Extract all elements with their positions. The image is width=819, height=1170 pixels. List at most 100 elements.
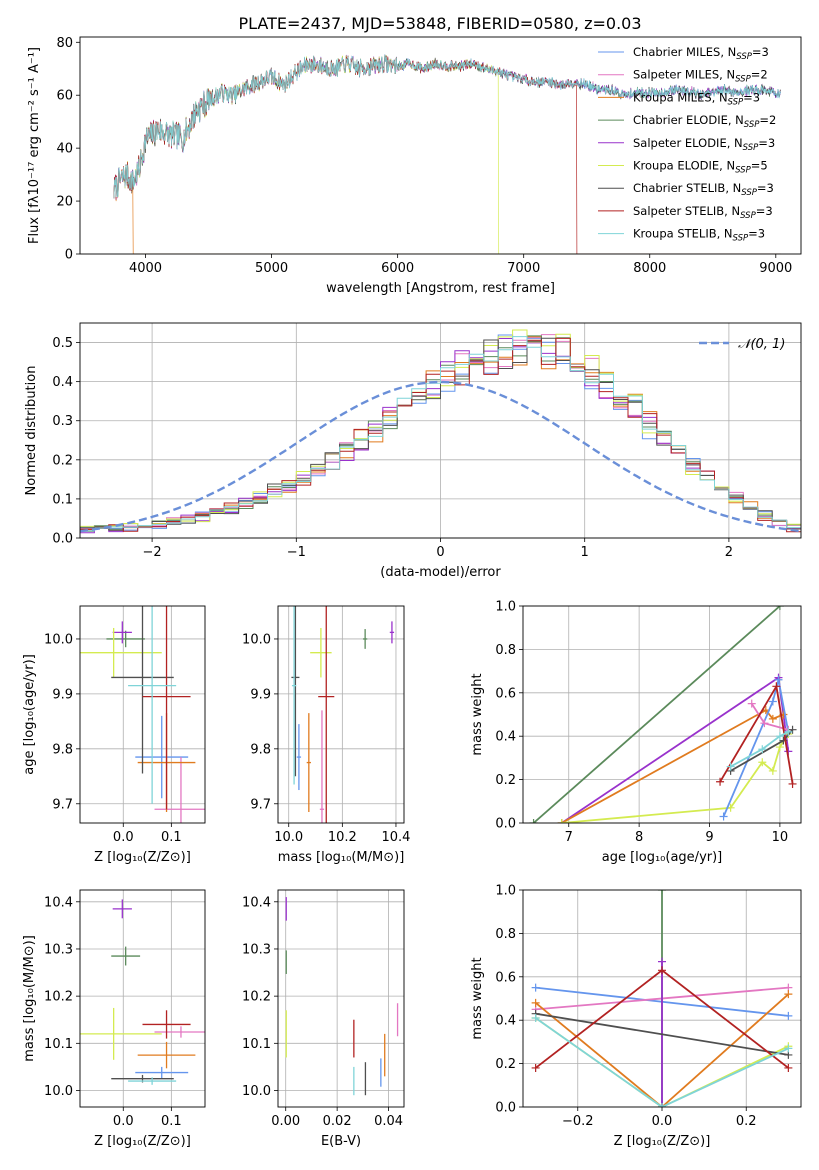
y-axis-label: mass weight bbox=[470, 673, 485, 755]
weight-marker bbox=[768, 714, 777, 723]
weight-marker bbox=[768, 697, 777, 706]
weight-line bbox=[535, 993, 789, 1107]
errorbar-point bbox=[112, 621, 132, 644]
errorbar-point bbox=[319, 710, 325, 823]
legend-label: Salpeter MILES, NSSP=2 bbox=[633, 68, 768, 85]
x-tick-label: 10.2 bbox=[328, 830, 357, 845]
errorbars bbox=[291, 606, 395, 823]
y-axis-label: mass [log₁₀(M/M⊙)] bbox=[22, 935, 37, 1062]
x-tick-label: 0.00 bbox=[271, 1114, 300, 1129]
y-tick-label: 0.8 bbox=[495, 643, 516, 658]
x-tick-label: 8 bbox=[635, 830, 643, 845]
y-tick-label: 10.4 bbox=[242, 895, 271, 910]
legend-label: 𝒩(0, 1) bbox=[738, 337, 785, 352]
y-tick-label: 10.2 bbox=[242, 990, 271, 1005]
weight-marker bbox=[557, 819, 566, 823]
grid bbox=[80, 606, 205, 823]
x-axis-label: Z [log₁₀(Z/Z⊙)] bbox=[94, 1134, 191, 1149]
x-tick-label: 1 bbox=[581, 545, 589, 560]
y-tick-label: 20 bbox=[56, 195, 73, 210]
y-tick-label: 10.0 bbox=[242, 632, 271, 647]
weight-line bbox=[535, 1012, 789, 1056]
y-axis-label: mass weight bbox=[470, 957, 485, 1039]
weight-marker bbox=[784, 727, 793, 736]
x-tick-label: 2 bbox=[725, 545, 733, 560]
x-axis-label: Z [log₁₀(Z/Z⊙)] bbox=[614, 1134, 711, 1149]
weight-marker bbox=[775, 743, 784, 752]
axes-frame bbox=[79, 889, 206, 1108]
y-tick-label: 0.1 bbox=[52, 492, 73, 507]
weight-marker bbox=[784, 1063, 793, 1072]
weight-marker bbox=[784, 1011, 793, 1020]
y-tick-label: 0.4 bbox=[495, 730, 516, 745]
errorbar-point bbox=[80, 1007, 162, 1060]
errorbar-point bbox=[128, 1077, 177, 1085]
errorbar-point bbox=[111, 946, 141, 966]
x-axis-label: Z [log₁₀(Z/Z⊙)] bbox=[94, 850, 191, 865]
ticks: 4000 5000 6000 7000 8000 9000 0 20 40 60 80 bbox=[56, 36, 792, 276]
y-tick-label: 0.2 bbox=[52, 453, 73, 468]
errorbar-point bbox=[318, 606, 335, 823]
y-tick-label: 0.6 bbox=[495, 686, 516, 701]
y-tick-label: 9.8 bbox=[250, 742, 271, 757]
grid bbox=[80, 323, 801, 539]
weight-marker bbox=[758, 758, 767, 767]
legend-label: Chabrier STELIB, NSSP=3 bbox=[633, 181, 774, 198]
spectrum-line bbox=[113, 55, 781, 254]
x-axis-label: mass [log₁₀(M/M⊙)] bbox=[278, 850, 405, 865]
weight-marker bbox=[658, 890, 666, 894]
errorbar-point bbox=[128, 606, 177, 804]
errorbar-point bbox=[154, 757, 205, 823]
y-tick-label: 1.0 bbox=[495, 600, 516, 615]
gaussian-curve bbox=[80, 380, 801, 533]
x-tick-label: 0.0 bbox=[652, 1114, 673, 1129]
grid bbox=[278, 890, 404, 1107]
mass-vs-ebv-panel: 0.00 0.02 0.04 10.0 10.1 10.2 10.3 10.4 E(B-V) bbox=[242, 889, 405, 1149]
errorbars bbox=[285, 897, 399, 1096]
x-tick-label: 0.0 bbox=[113, 830, 134, 845]
ticks: 0.0 0.1 10.0 10.1 10.2 10.3 10.4 bbox=[44, 895, 182, 1129]
errorbar-point bbox=[80, 627, 162, 678]
y-tick-label: 10.3 bbox=[242, 942, 271, 957]
histograms bbox=[80, 329, 801, 538]
ticks: −2 −1 0 1 2 0.0 0.1 0.2 0.3 0.4 0.5 bbox=[52, 336, 733, 560]
x-axis-label: E(B-V) bbox=[321, 1134, 361, 1149]
weight-marker bbox=[658, 1103, 666, 1107]
weight-marker bbox=[768, 766, 777, 775]
legend-label: Salpeter STELIB, NSSP=3 bbox=[633, 204, 773, 221]
weight-marker bbox=[719, 812, 728, 821]
weight-lines bbox=[531, 890, 793, 1107]
weight-marker bbox=[760, 719, 769, 728]
y-tick-label: 10.4 bbox=[44, 895, 73, 910]
residual-histogram-panel: −2 −1 0 1 2 0.0 0.1 0.2 0.3 0.4 0.5 (data-model)/er… bbox=[24, 322, 802, 580]
axes-frame bbox=[79, 36, 802, 255]
histogram-step bbox=[80, 336, 801, 538]
y-tick-label: 0 bbox=[65, 248, 73, 263]
weight-marker bbox=[788, 779, 797, 788]
weight-marker bbox=[788, 725, 797, 734]
errorbar-point bbox=[291, 606, 300, 777]
axes-frame bbox=[79, 322, 802, 539]
y-tick-label: 9.8 bbox=[52, 742, 73, 757]
legend-label: Kroupa STELIB, NSSP=3 bbox=[633, 227, 765, 244]
x-tick-label: 8000 bbox=[633, 261, 666, 276]
x-tick-label: 4000 bbox=[129, 261, 162, 276]
weight-marker bbox=[658, 966, 666, 975]
y-tick-label: 1.0 bbox=[495, 884, 516, 899]
errorbar-point bbox=[389, 621, 395, 644]
weight-marker bbox=[747, 699, 756, 708]
y-axis-label: Flux [fλ10⁻¹⁷ erg cm⁻² s⁻¹ A⁻¹] bbox=[27, 47, 42, 244]
ticks: 0.0 0.1 9.7 9.8 9.9 10.0 bbox=[44, 632, 182, 845]
weight-marker bbox=[772, 682, 781, 691]
y-tick-label: 60 bbox=[56, 89, 73, 104]
errorbar-point bbox=[112, 899, 132, 919]
legend-label: Chabrier ELODIE, NSSP=2 bbox=[633, 113, 776, 130]
y-tick-label: 0.0 bbox=[495, 1101, 516, 1116]
weight-line bbox=[535, 1017, 789, 1107]
x-tick-label: 0.04 bbox=[374, 1114, 403, 1129]
ticks: 7 8 9 10 0.0 0.2 0.4 0.6 0.8 1.0 bbox=[495, 600, 788, 846]
errorbars bbox=[80, 606, 205, 823]
x-tick-label: 0.02 bbox=[323, 1114, 352, 1129]
errorbar-point bbox=[142, 606, 191, 810]
